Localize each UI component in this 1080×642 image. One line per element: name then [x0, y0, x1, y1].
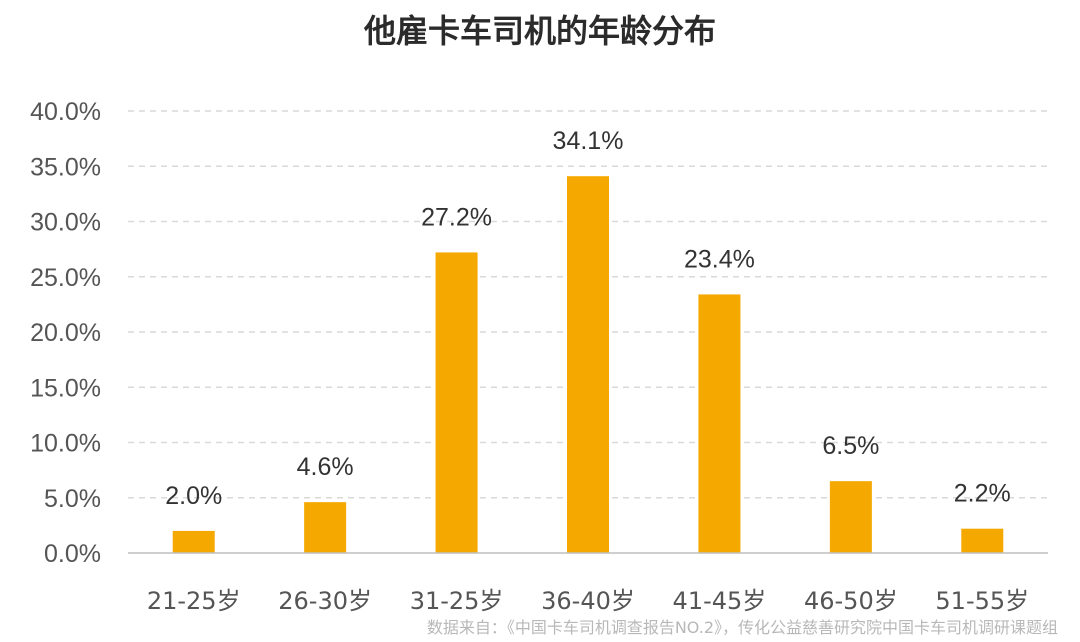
- y-tick-label: 35.0%: [30, 153, 101, 181]
- data-labels: 2.0% 4.6% 27.2% 34.1% 23.4% 6.5% 2.2%: [165, 127, 1011, 510]
- y-tick-label: 20.0%: [30, 319, 101, 347]
- y-tick-label: 25.0%: [30, 264, 101, 292]
- x-tick-label: 21-25岁: [147, 587, 241, 615]
- x-tick-label: 26-30岁: [278, 587, 372, 615]
- source-note: 数据来自：《中国卡车司机调查报告NO.2》，传化公益慈善研究院中国卡车司机调研课…: [427, 618, 1058, 637]
- bars: [172, 176, 1004, 553]
- bar: [172, 530, 215, 553]
- y-axis-tick-labels: 0.0% 5.0% 10.0% 15.0% 20.0% 25.0% 30.0% 35.0% 40…: [30, 98, 101, 568]
- data-label: 2.0%: [165, 482, 222, 510]
- x-tick-label: 41-45岁: [673, 587, 767, 615]
- bar: [304, 502, 347, 553]
- bar: [567, 176, 609, 553]
- x-tick-label: 31-25岁: [410, 587, 504, 615]
- data-label: 4.6%: [297, 453, 354, 481]
- x-axis-tick-labels: 21-25岁 26-30岁 31-25岁 36-40岁 41-45岁 46-50岁 51-5…: [147, 587, 1029, 615]
- bar: [698, 294, 741, 553]
- data-label: 6.5%: [822, 432, 879, 460]
- x-tick-label: 46-50岁: [804, 587, 898, 615]
- data-label: 2.2%: [954, 480, 1011, 508]
- data-label: 23.4%: [684, 245, 755, 273]
- chart-title: 他雇卡车司机的年龄分布: [363, 12, 716, 50]
- y-tick-label: 15.0%: [30, 374, 101, 402]
- data-label: 34.1%: [553, 127, 624, 155]
- x-tick-label: 51-55岁: [935, 587, 1029, 615]
- bar: [435, 252, 478, 553]
- y-tick-label: 10.0%: [30, 430, 101, 458]
- x-tick-label: 36-40岁: [541, 587, 635, 615]
- data-label: 27.2%: [421, 203, 492, 231]
- y-tick-label: 30.0%: [30, 209, 101, 237]
- bar: [961, 528, 1004, 553]
- y-tick-label: 40.0%: [30, 98, 101, 126]
- y-tick-label: 5.0%: [44, 485, 101, 513]
- y-tick-label: 0.0%: [44, 540, 101, 568]
- bar: [829, 481, 872, 553]
